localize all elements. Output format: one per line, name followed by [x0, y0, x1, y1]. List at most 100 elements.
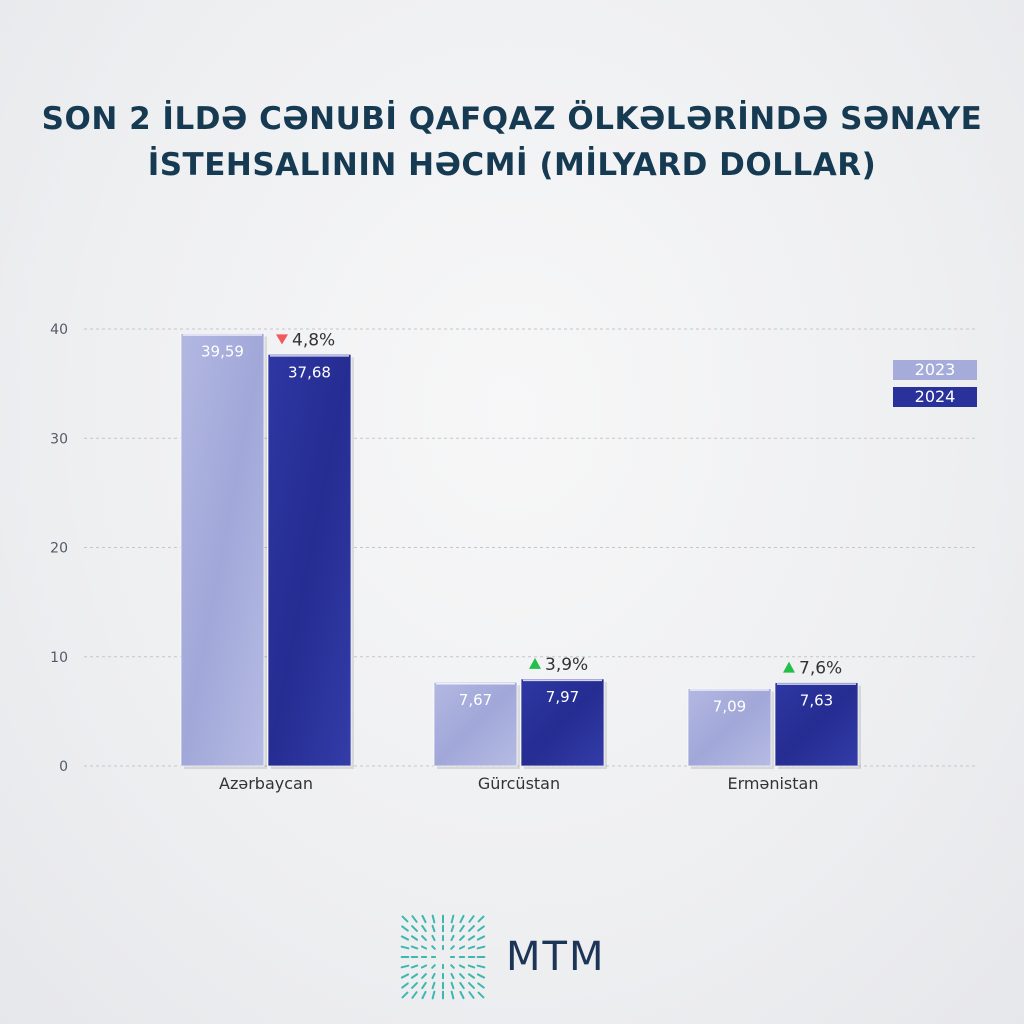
logo-stroke [411, 982, 418, 989]
category-label: Azərbaycan [219, 774, 313, 793]
logo-stroke [420, 964, 428, 969]
logo-stroke [458, 964, 466, 969]
bars [180, 332, 861, 769]
logo-stroke [431, 981, 436, 990]
change-down-icon [276, 334, 288, 345]
chart-title: SON 2 İLDƏ CƏNUBİ QAFQAZ ÖLKƏLƏRİNDƏ SƏN… [0, 96, 1024, 188]
logo-stroke [450, 964, 455, 969]
logo-stroke [476, 973, 486, 979]
logo-stroke [468, 915, 475, 923]
logo-stroke [431, 990, 436, 1000]
logo-stroke [400, 935, 410, 941]
logo-stroke [459, 973, 465, 979]
logo-stroke [468, 982, 475, 989]
logo-stroke [450, 972, 455, 980]
bar-value-label: 7,67 [459, 691, 492, 709]
legend-label-2024: 2024 [914, 387, 956, 406]
logo-stroke [459, 981, 465, 990]
logo-stroke [411, 991, 418, 999]
chart-title-line-1: SON 2 İLDƏ CƏNUBİ QAFQAZ ÖLKƏLƏRİNDƏ SƏN… [41, 101, 983, 137]
data-labels: 39,59 37,68 4,8% Azərbaycan 7,67 7,97 3,9% Gürc… [201, 330, 842, 793]
logo-stroke [467, 973, 476, 979]
logo-stroke [411, 925, 418, 932]
logo-stroke [401, 925, 409, 932]
logo-stroke [421, 924, 427, 933]
category-label: Gürcüstan [478, 774, 560, 793]
logo-stroke [400, 945, 410, 950]
logo-stroke [458, 945, 466, 950]
logo-stroke [431, 914, 436, 924]
logo-stroke [401, 991, 409, 999]
category-label: Ermənistan [728, 774, 819, 793]
mtm-logo: MTM [400, 912, 605, 1002]
logo-stroke [411, 915, 418, 923]
logo-stroke [450, 914, 455, 924]
logo-text: MTM [506, 934, 606, 980]
change-label: 4,8% [292, 330, 335, 350]
y-tick-label: 20 [50, 541, 68, 557]
logo-stroke [420, 945, 428, 950]
logo-stroke [431, 972, 436, 980]
bar-2024-1 [520, 678, 605, 767]
logo-stroke [450, 945, 455, 950]
logo-stroke [421, 914, 427, 924]
logo-stroke [431, 945, 436, 950]
logo-stroke [410, 945, 419, 950]
legend-item-2024: 2024 [893, 387, 977, 407]
logo-stroke [459, 914, 465, 924]
change-up-icon [783, 661, 795, 673]
logo-stroke [476, 945, 486, 950]
logo-stroke [467, 964, 476, 969]
logo-stroke [459, 990, 465, 1000]
logo-stroke [477, 982, 485, 989]
legend-label-2023: 2023 [914, 360, 956, 379]
logo-stroke [467, 935, 476, 941]
change-label: 7,6% [799, 659, 842, 679]
logo-stroke [410, 964, 419, 969]
logo-stroke [459, 935, 465, 941]
logo-stroke [421, 981, 427, 990]
logo-stroke [410, 935, 419, 941]
logo-stroke [421, 990, 427, 1000]
y-tick-label: 0 [59, 759, 68, 775]
chart-title-line-2: İSTEHSALININ HƏCMİ (MİLYARD DOLLAR) [147, 147, 877, 183]
logo-mark-icon [400, 914, 486, 1000]
logo-stroke [459, 924, 465, 933]
logo-stroke [431, 964, 436, 969]
logo-stroke [476, 964, 486, 969]
logo-stroke [400, 964, 410, 969]
logo-stroke [401, 915, 409, 923]
logo-stroke [450, 934, 455, 942]
logo-stroke [421, 935, 427, 941]
bar-2023-0 [180, 332, 265, 767]
bar-2024-2 [774, 682, 859, 767]
logo-stroke [450, 924, 455, 933]
logo-stroke [431, 934, 436, 942]
logo-stroke [410, 973, 419, 979]
logo-stroke [477, 925, 485, 932]
bar-value-label: 7,63 [800, 692, 833, 710]
y-tick-label: 30 [50, 431, 68, 447]
bar-value-label: 37,68 [288, 363, 331, 381]
bar-2023-1 [433, 681, 518, 767]
logo-stroke [401, 982, 409, 989]
y-tick-label: 40 [50, 322, 68, 338]
logo-stroke [468, 925, 475, 932]
bar-2023-2 [687, 688, 772, 767]
y-tick-label: 10 [50, 650, 68, 666]
bar-value-label: 7,09 [713, 698, 746, 716]
logo-stroke [431, 924, 436, 933]
logo-stroke [477, 991, 485, 999]
legend-item-2023: 2023 [893, 360, 977, 380]
logo-stroke [400, 973, 410, 979]
bar-value-label: 7,97 [546, 688, 579, 706]
logo-stroke [467, 945, 476, 950]
logo-stroke [450, 981, 455, 990]
change-label: 3,9% [545, 655, 588, 675]
bar-value-label: 39,59 [201, 342, 244, 360]
bar-2024-0 [267, 353, 352, 767]
logo-stroke [421, 973, 427, 979]
logo-stroke [450, 990, 455, 1000]
logo-stroke [468, 991, 475, 999]
